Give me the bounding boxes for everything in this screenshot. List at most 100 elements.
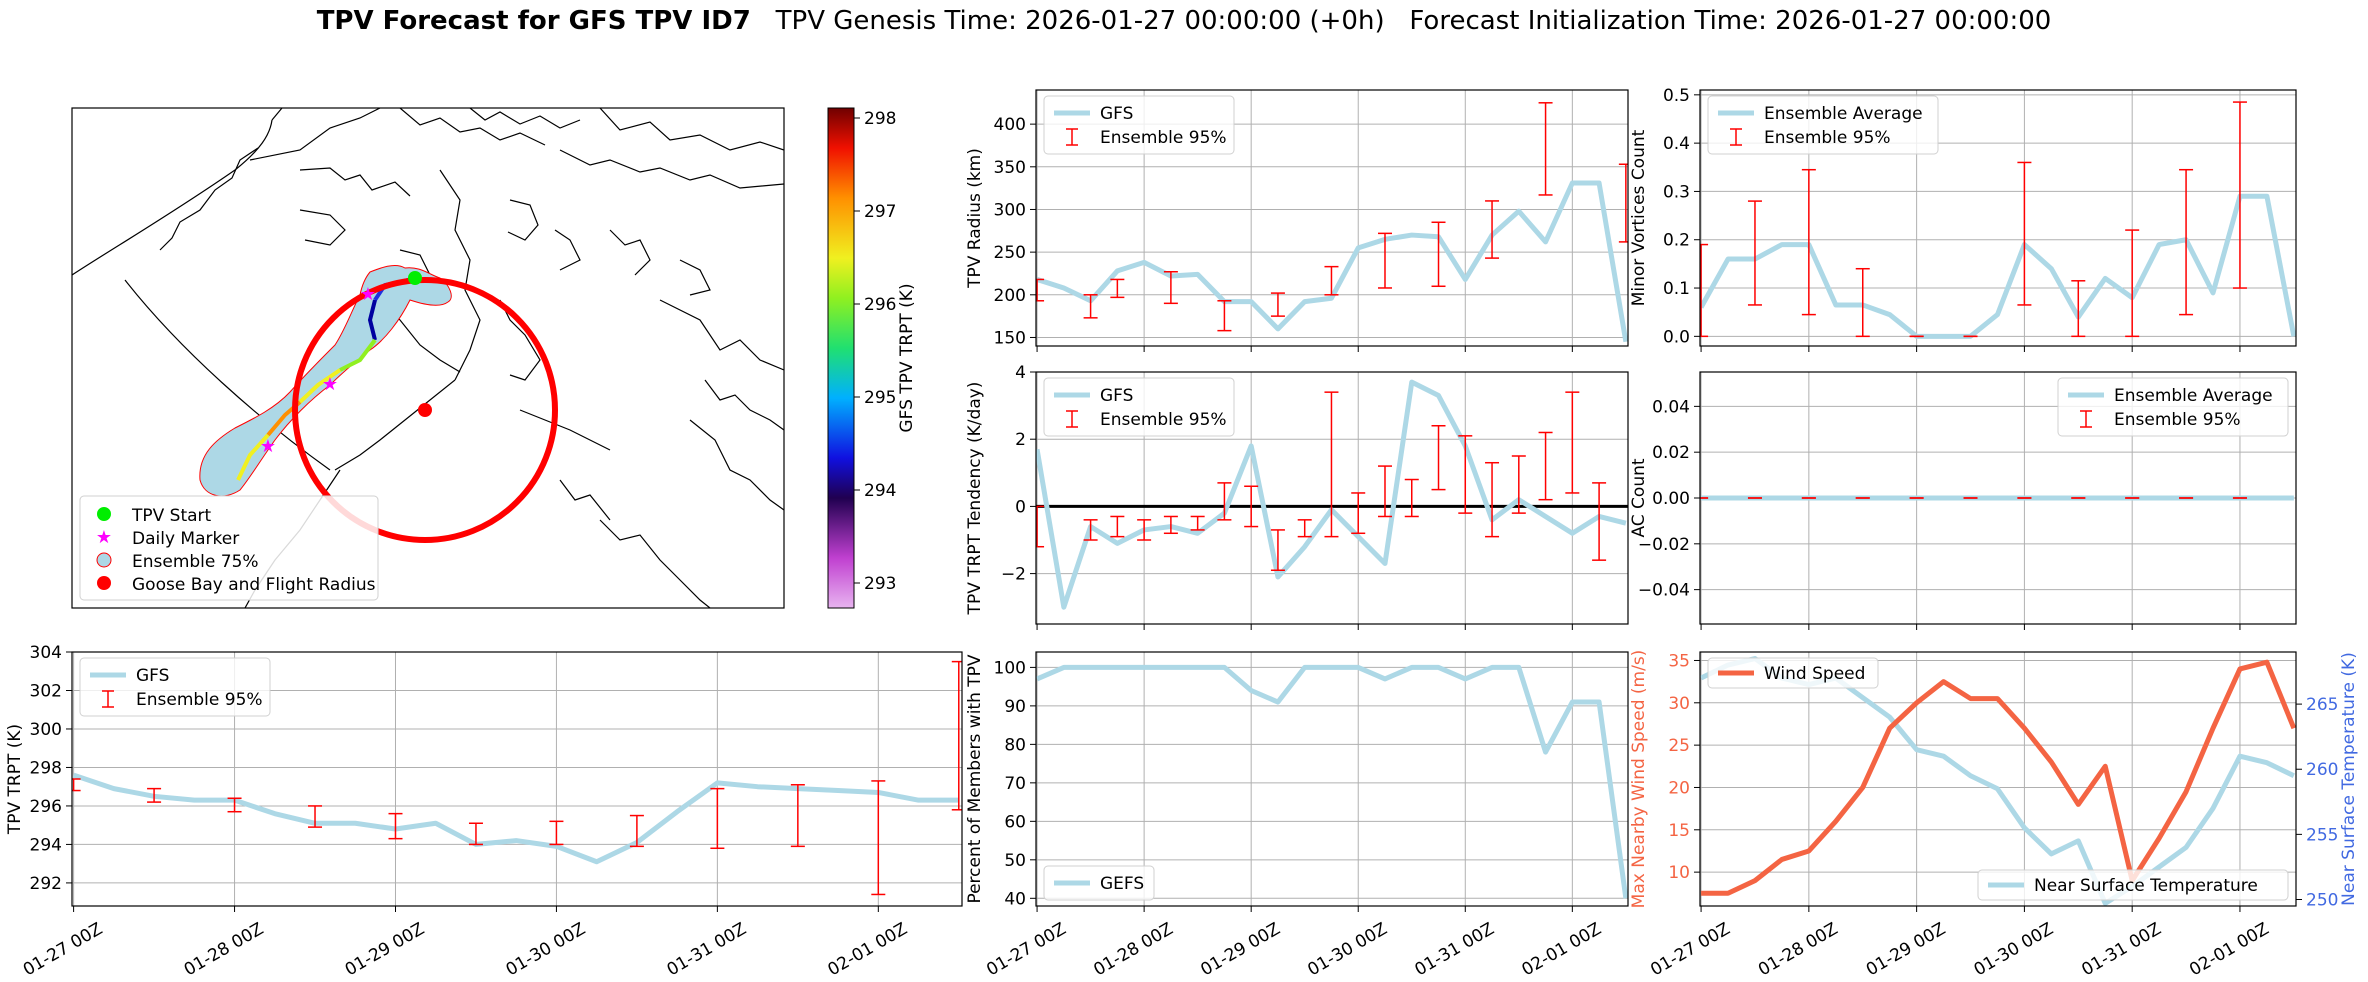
legend-label: Ensemble 95% [2114,410,2241,430]
x-tick-label: 01-28 00Z [181,919,267,980]
legend-ac: Ensemble Average Ensemble 95% [2057,377,2289,437]
title-init: Forecast Initialization Time: 2026-01-27… [1409,6,2052,36]
legend-trpt: GFS Ensemble 95% [79,657,271,717]
coastlines [72,108,784,608]
error-bar [1110,515,1125,538]
axes-frame [1035,89,1629,347]
y-tick-label: 35 [1668,651,1690,671]
panel-trpt: 292 294 296 298 300 302 304 01-27 00Z 01-28 00Z 0… [5,643,963,980]
plot-area [1036,664,1628,899]
panel-radius: 150 200 250 300 350 400 TPV Radius (km) GFS Ense… [965,89,1629,352]
legend-tendency: GFS Ensemble 95% [1043,377,1235,437]
x-tick-label: 02-01 00Z [1519,919,1605,980]
y-tick-label: 350 [994,158,1026,178]
y-axis-label: Max Nearby Wind Speed (m/s) [1629,650,1649,909]
y2-tick-label: 250 [2306,890,2338,910]
axes-frame [1699,651,2297,907]
error-bar [1137,519,1152,541]
y-tick-label: 0.0 [1663,327,1690,347]
y-tick-label: 70 [1004,774,1026,794]
axes-frame [1699,89,2297,347]
error-bar [2125,229,2140,338]
x-tick-label: 01-27 00Z [983,919,1069,980]
y-tick-label: 90 [1004,697,1026,717]
error-bar [951,660,962,811]
plot-area [1036,102,1628,343]
legend-label: Near Surface Temperature [2034,876,2258,896]
y-tick-label: 300 [30,720,62,740]
daily-marker-2: ★ [322,374,338,395]
error-bar [1217,300,1232,332]
error-bar [1083,519,1098,541]
error-bars [1700,101,2247,338]
error-bar [1217,482,1232,521]
y-tick-label: 4 [1015,363,1026,383]
error-bar [710,787,725,850]
daily-marker-1: ★ [360,284,376,305]
y-tick-label: 0.04 [1652,397,1690,417]
legend-label: GFS [1100,104,1133,124]
x-tick-label: 02-01 00Z [825,919,911,980]
error-bar [1404,478,1419,518]
error-bar [790,784,805,848]
error-bar [1485,461,1500,538]
x-tick-label: 01-30 00Z [503,919,589,980]
error-bar [1163,515,1178,535]
map-frame [71,107,785,609]
legend-label: Ensemble 95% [136,690,263,710]
legend-radius: GFS Ensemble 95% [1043,95,1235,155]
legend-wind: Wind Speed [1707,657,1879,689]
error-bar [549,820,564,846]
error-bar [1036,278,1045,302]
error-bar [1565,391,1580,494]
error-bars [1036,391,1607,571]
y-tick-label: 200 [994,286,1026,306]
error-bar [2071,280,2086,338]
error-bar [227,797,242,813]
legend-label: Ensemble 95% [1100,410,1227,430]
x-tick-label: 01-27 00Z [20,919,106,980]
y-tick-label: 0.4 [1663,134,1690,154]
error-bar [1270,529,1285,571]
error-bar [308,805,323,828]
plot-area [72,660,962,896]
error-bar [1458,435,1473,514]
x-tick-label: 01-30 00Z [1971,919,2057,980]
axes-frame [1035,371,1629,625]
series-line [72,772,959,865]
legend-label: Wind Speed [1764,664,1865,684]
panel-wind: 10 15 20 25 30 35 01-27 00Z 01-28 00Z 01-29 00Z 0… [1629,650,2359,981]
error-bar [1431,221,1446,288]
y2-axis-label: Near Surface Temperature (K) [2339,652,2359,906]
y-tick-label: 302 [30,681,62,701]
y-tick-label: 15 [1668,821,1690,841]
y-tick-label: 60 [1004,812,1026,832]
y-tick-label: 150 [994,328,1026,348]
error-bar [1485,200,1500,259]
map-legend-daily: Daily Marker [132,529,239,549]
colorbar-tick-label: 294 [864,481,896,501]
y-tick-label: 0.3 [1663,182,1690,202]
y-axis-label: Percent of Members with TPV [965,654,985,903]
y-axis-label: Minor Vortices Count [1629,129,1649,306]
y-tick-label: −0.04 [1638,581,1690,601]
plot-area [1700,656,2296,906]
error-bar [1700,243,1709,338]
panel-minor: 0.0 0.1 0.2 0.3 0.4 0.5 Minor Vortices Count En… [1629,86,2297,352]
map-colorbar: 293 294 295 296 297 298 GFS TPV TRPT (K) [827,107,917,609]
plot-area [1700,101,2296,339]
error-bar [1747,200,1762,306]
y-axis-label: TPV TRPT (K) [5,724,25,835]
error-bar [1592,482,1607,561]
error-bar [1377,465,1392,518]
error-bar [1801,168,1816,316]
panel-tendency: −2 0 2 4 TPV TRPT Tendency (K/day) GFS Ensembl… [965,363,1629,630]
title-genesis: TPV Genesis Time: 2026-01-27 00:00:00 (+… [775,6,1385,36]
temperature-line [1700,656,2295,906]
x-tick-label: 01-31 00Z [2078,919,2164,980]
legend-label: Ensemble 95% [1100,128,1227,148]
error-bar [1297,519,1312,538]
error-bar [1163,271,1178,305]
legend-percent: GEFS [1043,865,1155,901]
y-tick-label: 80 [1004,735,1026,755]
